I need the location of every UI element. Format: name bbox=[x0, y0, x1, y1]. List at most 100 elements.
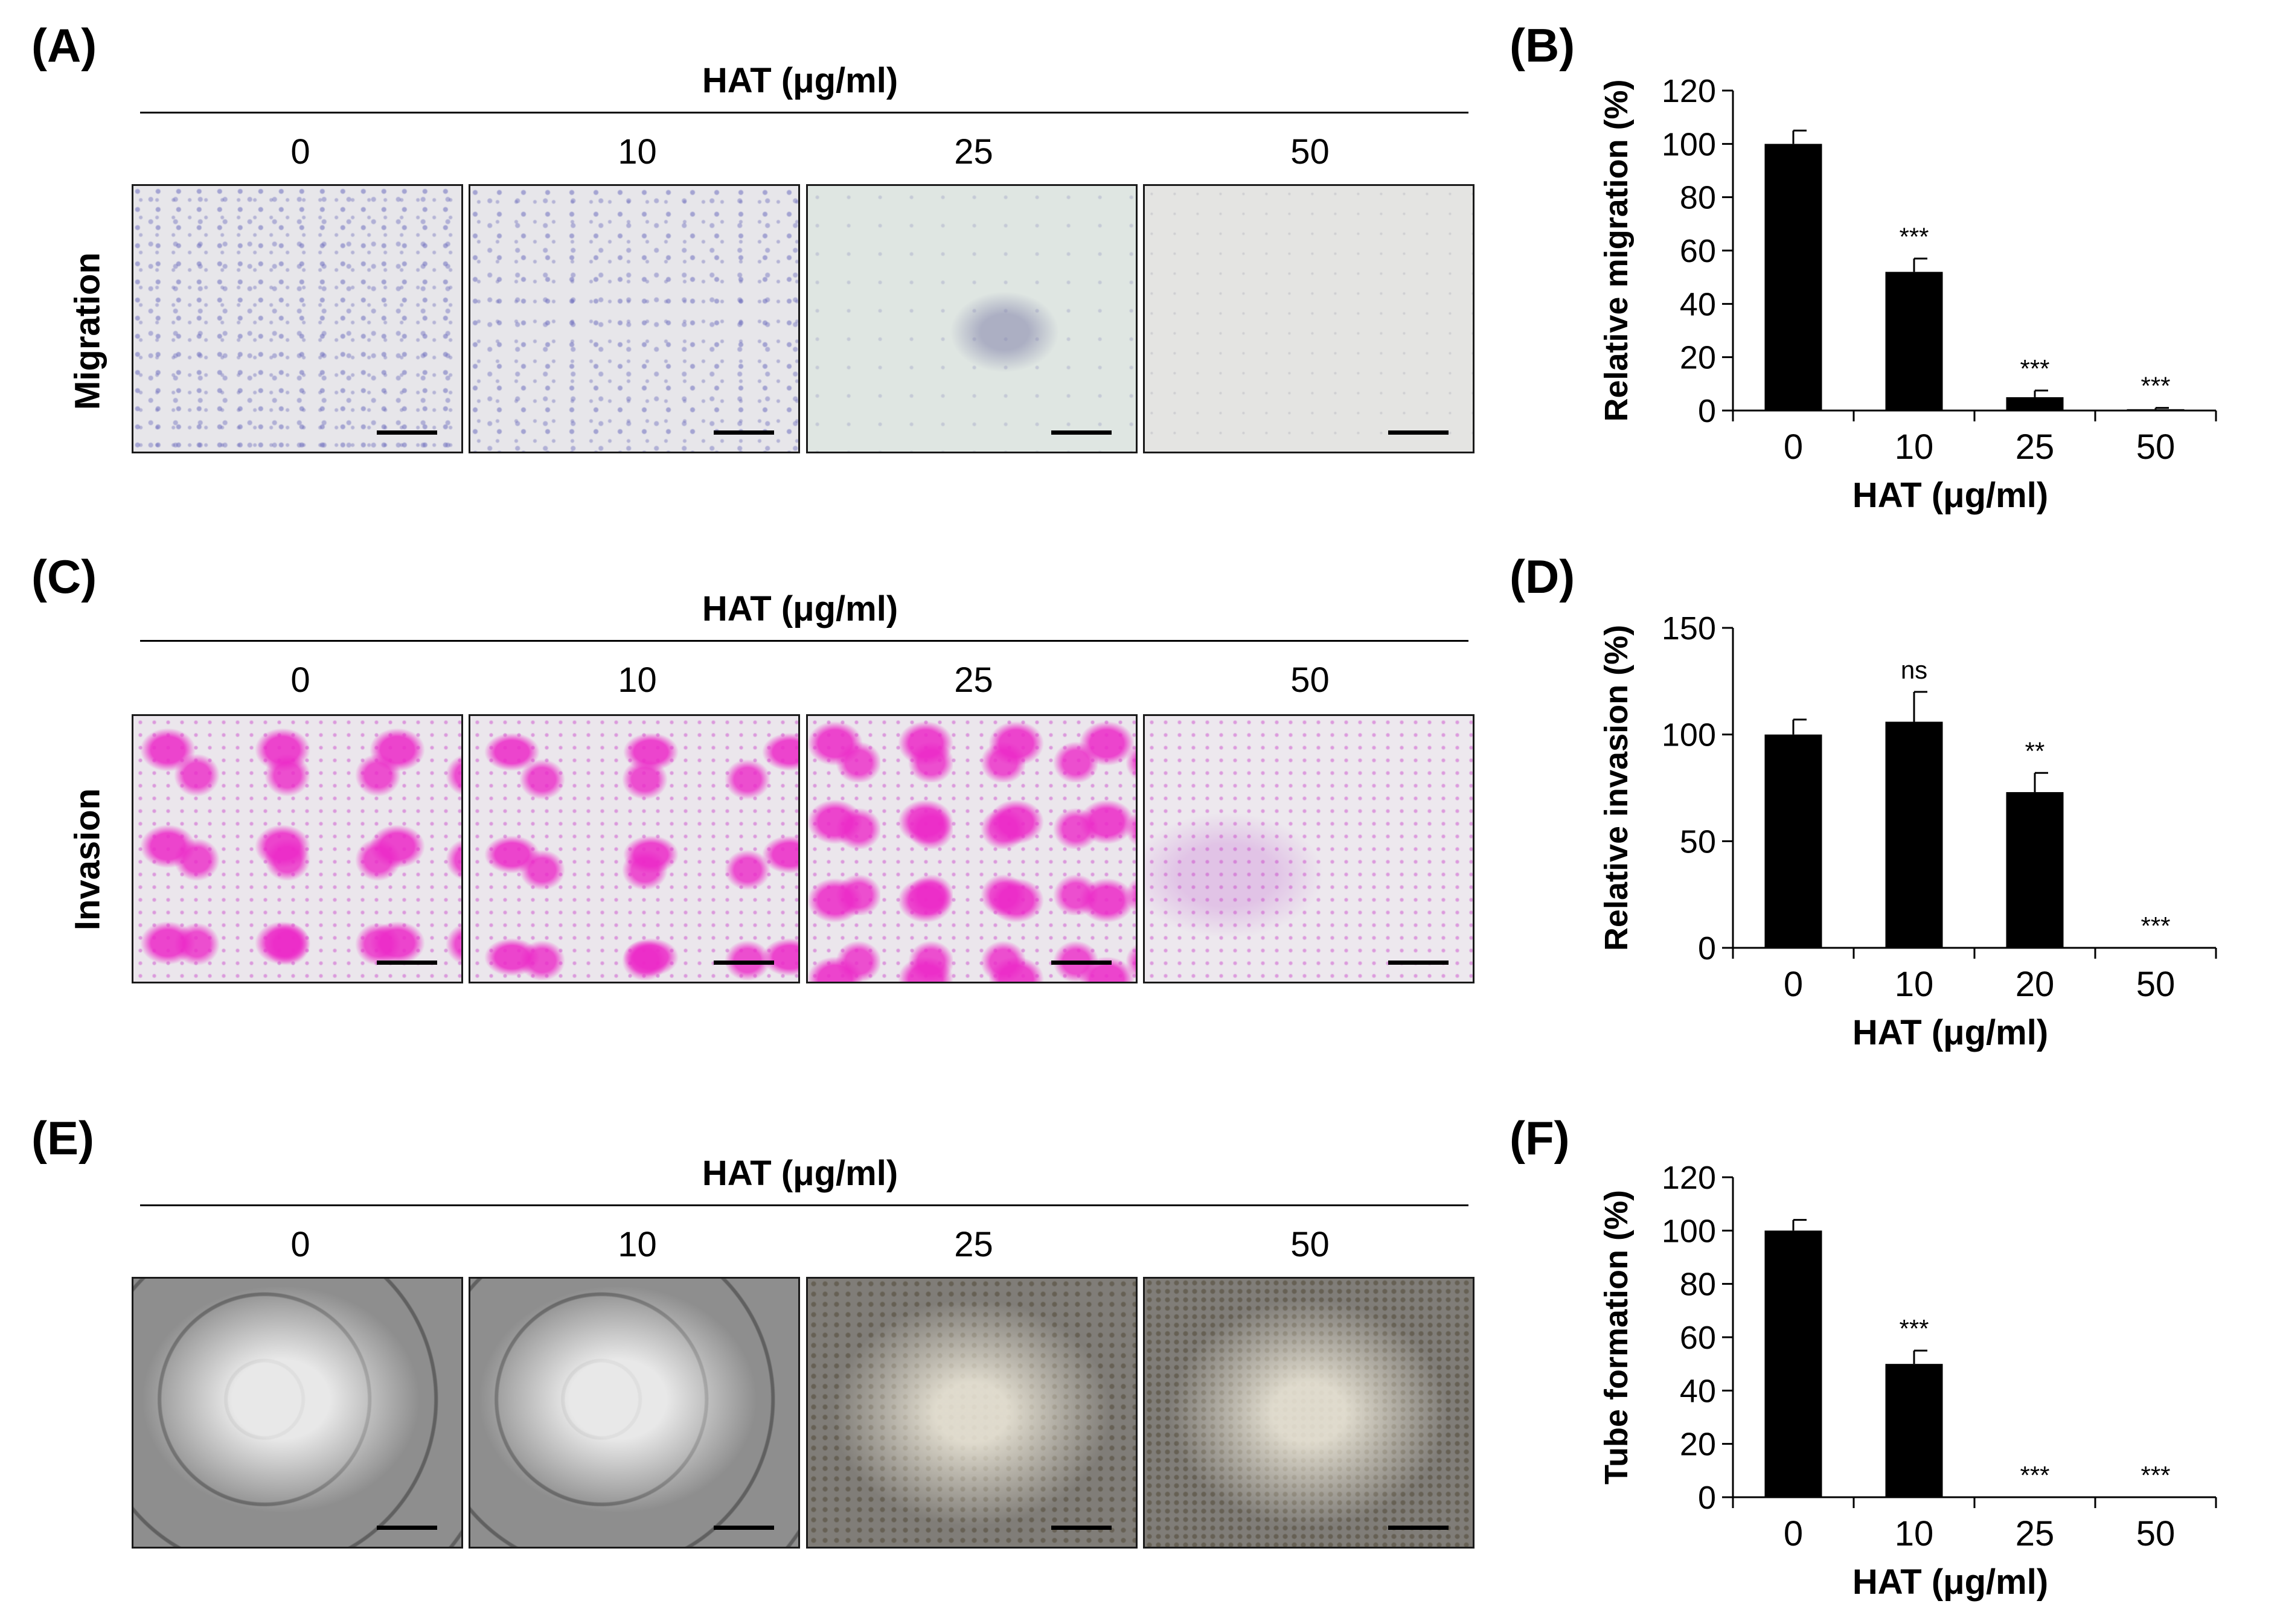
x-tick-label: 25 bbox=[2016, 427, 2055, 467]
panel-label-e: (E) bbox=[31, 1111, 94, 1165]
x-tick-label: 50 bbox=[2136, 427, 2176, 467]
significance-label: *** bbox=[2141, 372, 2170, 400]
x-tick-label: 0 bbox=[1784, 427, 1803, 467]
x-tick-label: 0 bbox=[1784, 1514, 1803, 1553]
x-tick-label: 10 bbox=[1895, 965, 1934, 1004]
panel-label-d: (D) bbox=[1510, 550, 1575, 603]
concentration-label: 50 bbox=[1290, 1225, 1330, 1264]
concentration-label: 25 bbox=[954, 132, 993, 171]
scale-bar bbox=[1388, 961, 1449, 965]
scale-bar bbox=[714, 1526, 774, 1530]
y-axis-label: Relative migration (%) bbox=[1598, 79, 1635, 421]
scale-bar bbox=[1388, 430, 1449, 435]
significance-label: ** bbox=[2025, 737, 2045, 765]
x-tick-label: 50 bbox=[2136, 965, 2176, 1004]
scale-bar bbox=[714, 430, 774, 435]
significance-label: *** bbox=[2020, 354, 2049, 383]
y-tick-label: 50 bbox=[1680, 823, 1716, 860]
header-rule-invasion bbox=[140, 640, 1468, 642]
y-tick-label: 80 bbox=[1680, 1267, 1716, 1303]
hat-header-migration: HAT (μg/ml) bbox=[702, 61, 898, 100]
significance-label: *** bbox=[1899, 1314, 1929, 1343]
concentration-label: 10 bbox=[618, 1225, 657, 1264]
panel-label-b: (B) bbox=[1510, 19, 1575, 72]
micrograph-migration-0 bbox=[132, 184, 463, 453]
micrograph-tube-10 bbox=[469, 1277, 800, 1549]
x-tick-label: 20 bbox=[2016, 965, 2055, 1004]
scale-bar bbox=[377, 1526, 437, 1530]
hat-header-invasion: HAT (μg/ml) bbox=[702, 589, 898, 628]
y-axis-label: Relative invasion (%) bbox=[1598, 625, 1635, 951]
header-rule-tube bbox=[140, 1204, 1468, 1206]
scale-bar bbox=[1388, 1526, 1449, 1530]
row-label-invasion: Invasion bbox=[68, 788, 107, 931]
header-rule-migration bbox=[140, 112, 1468, 113]
bar bbox=[1885, 721, 1943, 948]
x-axis-label: HAT (μg/ml) bbox=[1852, 476, 2048, 515]
concentration-label: 10 bbox=[618, 132, 657, 171]
concentration-label: 25 bbox=[954, 1225, 993, 1264]
y-tick-label: 100 bbox=[1662, 1213, 1716, 1249]
y-tick-label: 100 bbox=[1662, 717, 1716, 753]
y-tick-label: 0 bbox=[1698, 393, 1716, 429]
bar bbox=[2006, 397, 2064, 411]
row-label-migration: Migration bbox=[68, 252, 107, 410]
micrograph-migration-50 bbox=[1143, 184, 1475, 453]
y-tick-label: 100 bbox=[1662, 126, 1716, 162]
micrograph-tube-0 bbox=[132, 1277, 463, 1549]
concentration-label: 0 bbox=[290, 660, 310, 700]
bar bbox=[2006, 792, 2064, 948]
concentration-label: 0 bbox=[290, 1225, 310, 1264]
significance-label: *** bbox=[2141, 1461, 2170, 1489]
micrograph-invasion-0 bbox=[132, 714, 463, 983]
x-tick-label: 10 bbox=[1895, 1514, 1934, 1553]
bar-chart-tube-formation: 0 20 40 60 80 100 120 0 *** 10 *** 25 *** 50 HAT (μg/m… bbox=[1598, 1160, 2217, 1602]
significance-label: *** bbox=[1899, 222, 1929, 251]
scale-bar bbox=[377, 961, 437, 965]
significance-label: *** bbox=[2020, 1461, 2049, 1489]
x-tick-label: 0 bbox=[1784, 965, 1803, 1004]
scale-bar bbox=[714, 961, 774, 965]
bar bbox=[1764, 144, 1822, 411]
panel-label-f: (F) bbox=[1510, 1111, 1570, 1165]
bar bbox=[2127, 409, 2185, 411]
y-tick-label: 120 bbox=[1662, 73, 1716, 109]
y-axis-label: Tube formation (%) bbox=[1598, 1190, 1635, 1485]
x-tick-label: 25 bbox=[2016, 1514, 2055, 1553]
x-tick-label: 50 bbox=[2136, 1514, 2176, 1553]
scale-bar bbox=[377, 430, 437, 435]
concentration-label: 10 bbox=[618, 660, 657, 700]
concentration-label: 50 bbox=[1290, 660, 1330, 700]
micrograph-migration-25 bbox=[806, 184, 1138, 453]
concentration-label: 25 bbox=[954, 660, 993, 700]
micrograph-migration-10 bbox=[469, 184, 800, 453]
concentration-label: 0 bbox=[290, 132, 310, 171]
x-axis-label: HAT (μg/ml) bbox=[1852, 1562, 2048, 1602]
y-tick-label: 0 bbox=[1698, 930, 1716, 967]
panel-label-c: (C) bbox=[31, 550, 97, 603]
y-tick-label: 150 bbox=[1662, 610, 1716, 647]
x-axis-label: HAT (μg/ml) bbox=[1852, 1013, 2048, 1052]
bar bbox=[1764, 1230, 1822, 1497]
y-tick-label: 0 bbox=[1698, 1480, 1716, 1516]
y-tick-label: 40 bbox=[1680, 286, 1716, 322]
micrograph-invasion-10 bbox=[469, 714, 800, 983]
panel-label-a: (A) bbox=[31, 19, 97, 72]
scale-bar bbox=[1051, 1526, 1112, 1530]
y-tick-label: 20 bbox=[1680, 340, 1716, 376]
micrograph-invasion-25 bbox=[806, 714, 1138, 983]
y-tick-label: 80 bbox=[1680, 180, 1716, 216]
bar bbox=[1885, 272, 1943, 411]
micrograph-invasion-50 bbox=[1143, 714, 1475, 983]
y-tick-label: 60 bbox=[1680, 233, 1716, 269]
y-tick-label: 60 bbox=[1680, 1320, 1716, 1356]
scale-bar bbox=[1051, 430, 1112, 435]
concentration-label: 50 bbox=[1290, 132, 1330, 171]
micrograph-tube-25 bbox=[806, 1277, 1138, 1549]
bar bbox=[1764, 734, 1822, 948]
bar bbox=[1885, 1364, 1943, 1497]
hat-header-tube: HAT (μg/ml) bbox=[702, 1154, 898, 1193]
y-tick-label: 20 bbox=[1680, 1427, 1716, 1463]
bar-chart-migration: 0 20 40 60 80 100 120 0 *** 10 *** 25 *** 50 HAT (μg/m… bbox=[1598, 73, 2217, 515]
x-tick-label: 10 bbox=[1895, 427, 1934, 467]
